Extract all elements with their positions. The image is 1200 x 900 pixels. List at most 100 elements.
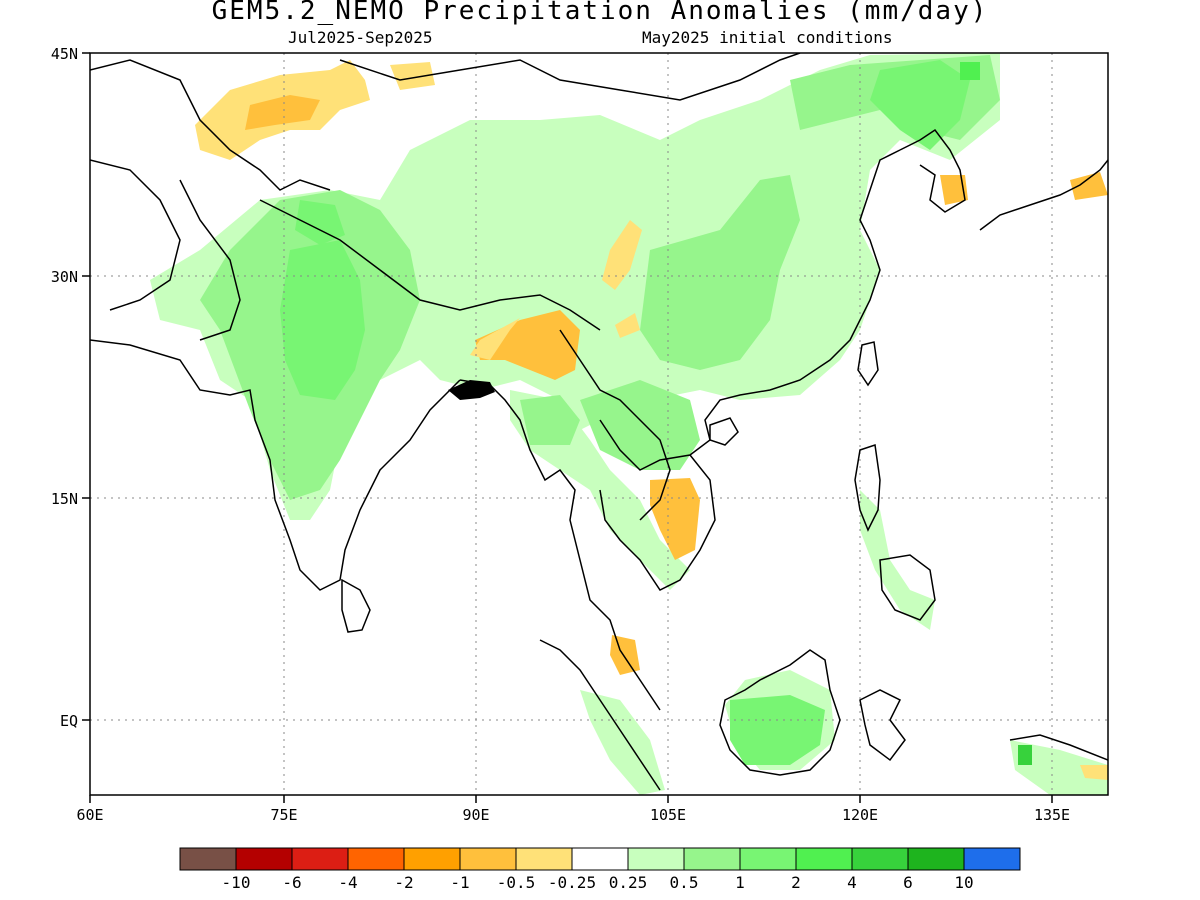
border-afghanistan [90, 159, 181, 311]
colorbar-swatch [459, 847, 517, 871]
colorbar-swatch [179, 847, 237, 871]
colorbar-swatch [291, 847, 349, 871]
anomaly-dry-northeast-india-outer [470, 318, 520, 360]
coastline-sulawesi [859, 689, 906, 762]
anomaly-light-green-philippines [860, 490, 935, 630]
anomaly-dry-mongolia [390, 62, 435, 90]
lon-labels: 60E 75E 90E 105E 120E 135E [76, 806, 1070, 824]
map-title: GEM5.2_NEMO Precipitation Anomalies (mm/… [211, 0, 989, 26]
colorbar-swatch [907, 847, 965, 871]
colorbar: -10 -6 -4 -2 -1 -0.5 -0.25 0.25 0.5 1 2 4 6 10 [179, 847, 1021, 892]
colorbar-swatch [739, 847, 797, 871]
anomaly-green-layer [200, 55, 1000, 500]
coastline-new-guinea [1009, 734, 1108, 761]
anomaly-dry-yunnan [615, 313, 640, 338]
colorbar-label: 10 [954, 873, 973, 892]
anomaly-green-south-china [640, 175, 800, 370]
colorbar-swatch [235, 847, 293, 871]
coastline-philippines-luzon [854, 444, 881, 532]
coastline-borneo [719, 649, 841, 776]
anomaly-dry-tibet-streak [602, 220, 642, 290]
lat-tick-label: EQ [60, 712, 78, 730]
lat-tick-label: 45N [51, 45, 78, 63]
lon-tick-label: 75E [270, 806, 297, 824]
anomaly-negative-layer [195, 60, 1108, 780]
coastline-hainan [709, 417, 739, 446]
border-mongolia-china [339, 53, 801, 101]
lat-labels: 45N 30N 15N EQ [51, 45, 78, 730]
anomaly-dry-new-guinea [1080, 765, 1108, 780]
colorbar-swatch [515, 847, 573, 871]
border-pakistan-india [179, 179, 241, 341]
coastline-korea [899, 128, 966, 213]
coastline-philippines-mindanao [879, 554, 936, 621]
anomaly-medium-green-central-india [280, 240, 365, 400]
anomaly-bright-green-hokkaido [960, 62, 980, 80]
lat-tick-label: 15N [51, 490, 78, 508]
colorbar-label: -4 [338, 873, 357, 892]
colorbar-label: -0.25 [548, 873, 596, 892]
anomaly-medium-green-kashmir [295, 200, 345, 245]
coastline-japan [979, 159, 1108, 231]
colorbar-label: -6 [282, 873, 301, 892]
lon-tick-label: 90E [462, 806, 489, 824]
anomaly-dry-cambodia [650, 478, 700, 560]
colorbar-label: 2 [791, 873, 801, 892]
anomaly-medium-green-borneo [730, 695, 825, 765]
forecast-period: Jul2025-Sep2025 [288, 28, 433, 47]
colorbar-label: 1 [735, 873, 745, 892]
coastline-indochina [599, 149, 901, 471]
colorbar-swatch [795, 847, 853, 871]
lon-tick-label: 120E [842, 806, 878, 824]
border-himalaya [259, 199, 601, 331]
colorbar-swatch [403, 847, 461, 871]
lon-tick-label: 105E [650, 806, 686, 824]
colorbar-label: -1 [450, 873, 469, 892]
coastline-indochina-south [599, 454, 716, 591]
anomaly-dry-japan [1070, 172, 1108, 200]
anomaly-bright-green-layer [960, 62, 1032, 765]
anomaly-green-indochina [580, 380, 700, 470]
colorbar-label: -10 [222, 873, 251, 892]
colorbar-label: -0.5 [497, 873, 536, 892]
anomaly-light-green-east-asia [150, 53, 1000, 520]
anomaly-dry-northeast-india [475, 310, 580, 380]
lon-tick-label: 60E [76, 806, 103, 824]
coastline-india [90, 339, 461, 591]
border-indochina [559, 329, 671, 521]
coastlines [90, 53, 1108, 791]
colorbar-label: -2 [394, 873, 413, 892]
initial-conditions: May2025 initial conditions [642, 28, 893, 47]
colorbar-swatch [627, 847, 685, 871]
map-plot-area [90, 53, 1108, 795]
coastline-sri-lanka [341, 578, 371, 633]
anomaly-light-green-new-guinea [1010, 740, 1108, 795]
colorbar-label: 0.25 [609, 873, 648, 892]
lat-tick-label: 30N [51, 268, 78, 286]
coastline-bengal-myanmar [459, 379, 661, 711]
colorbar-label: 4 [847, 873, 857, 892]
coastline-taiwan [857, 341, 879, 387]
colorbar-swatch [963, 847, 1021, 871]
colorbar-swatch [851, 847, 909, 871]
colorbar-swatch [571, 847, 629, 871]
coastline-sumatra [539, 639, 661, 791]
anomaly-green-bay-of-bengal [520, 395, 580, 445]
anomaly-bright-green-sulawesi [1018, 745, 1032, 765]
axis-ticks [82, 52, 1053, 803]
anomaly-medium-green-layer [280, 60, 970, 765]
colorbar-label: 6 [903, 873, 913, 892]
lon-tick-label: 135E [1034, 806, 1070, 824]
border-central-asia [90, 59, 331, 191]
coastline-ganges-delta [448, 380, 495, 400]
colorbar-label: 0.5 [670, 873, 699, 892]
anomaly-light-green-sumatra [580, 690, 665, 795]
anomaly-dry-malay-peninsula [610, 635, 640, 675]
anomaly-medium-green-korea [870, 60, 970, 150]
colorbar-swatch [683, 847, 741, 871]
colorbar-swatch [347, 847, 405, 871]
anomaly-dry-korea-south [940, 175, 968, 205]
map-border [89, 52, 1109, 796]
map-gridlines [90, 53, 1108, 795]
